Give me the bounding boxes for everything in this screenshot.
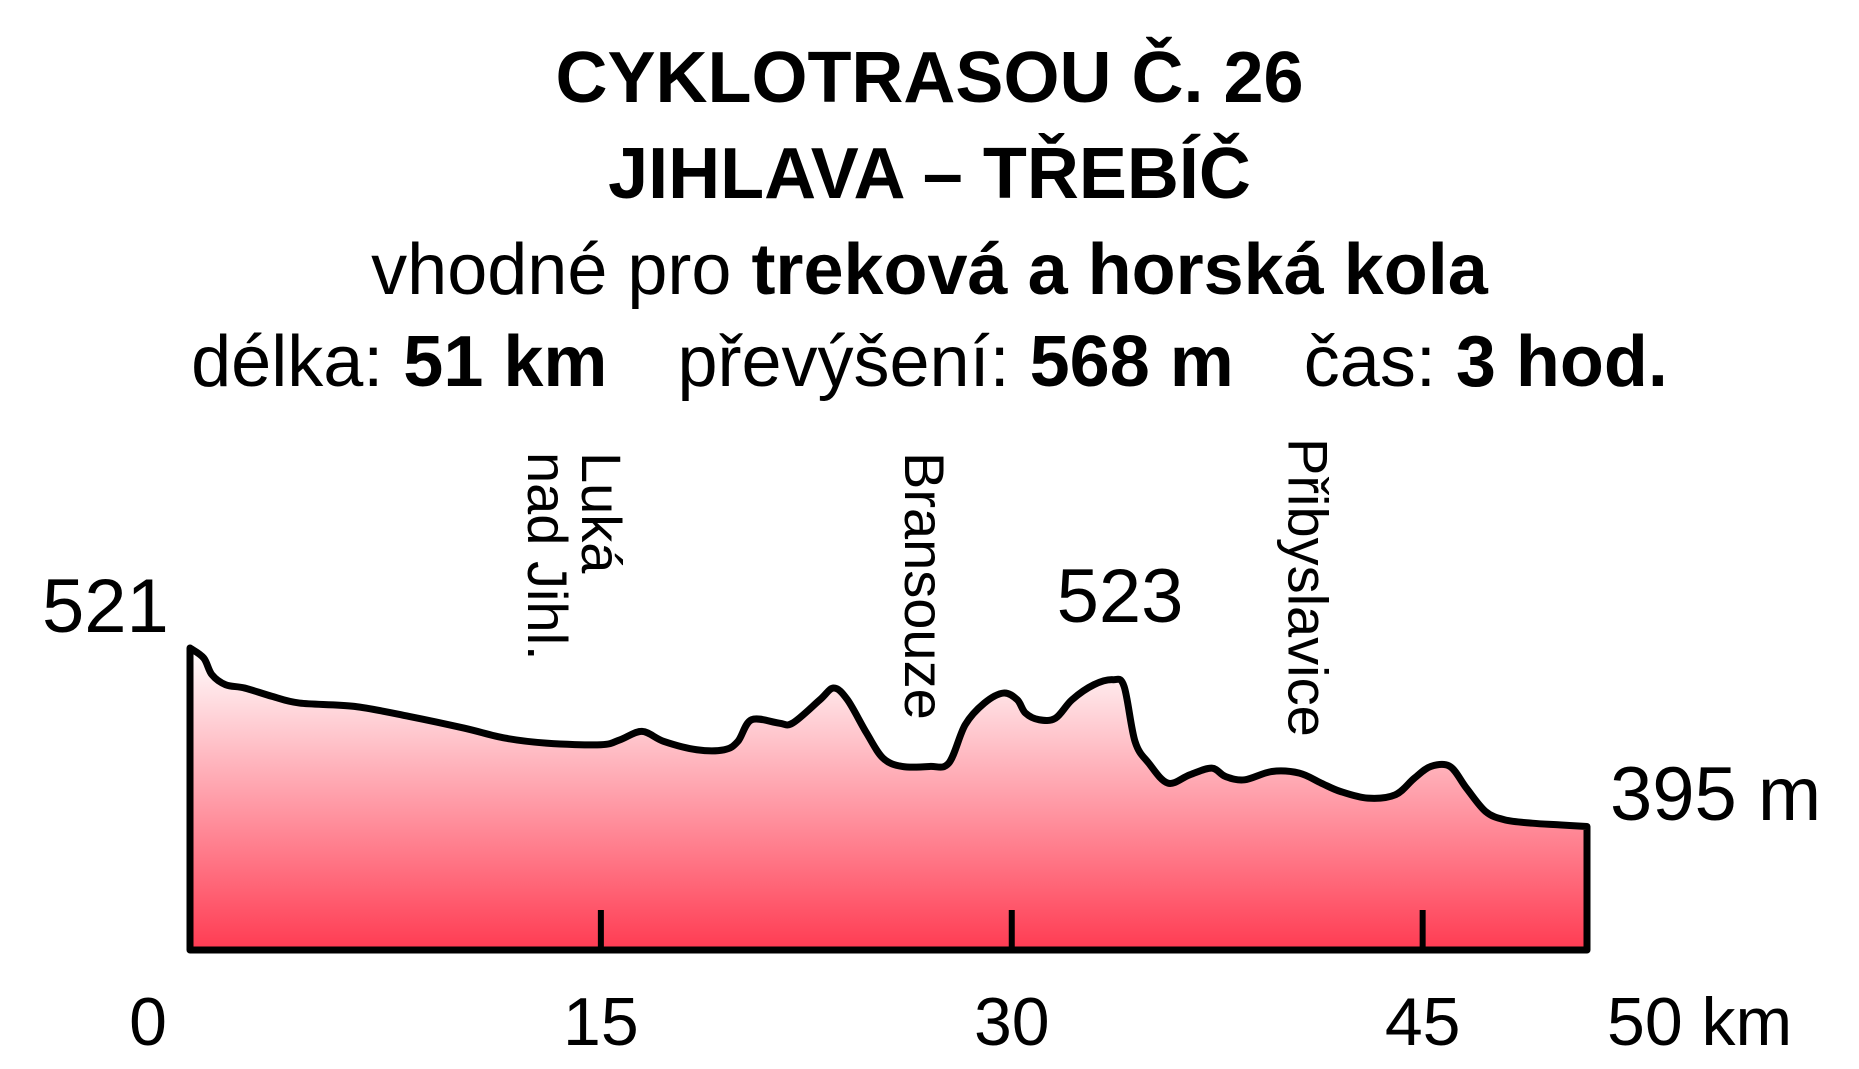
time-label: čas:	[1303, 322, 1436, 402]
x-tick-label-15: 15	[563, 984, 639, 1060]
chart-title-line2: JIHLAVA – TŘEBÍČ	[608, 134, 1251, 214]
elevation-gain-label: převýšení:	[677, 322, 1010, 402]
time-value: 3 hod.	[1455, 322, 1668, 402]
elevation-label-523: 523	[1057, 554, 1184, 639]
length-label: délka:	[191, 322, 384, 402]
place-label-3-line-1: Přibyslavice	[1277, 438, 1340, 737]
x-tick-label-45: 45	[1385, 984, 1461, 1060]
elevation-label-521: 521	[42, 564, 169, 649]
elevation-label-395: 395 m	[1610, 752, 1821, 837]
x-tick-label-51: 50 km	[1607, 984, 1792, 1060]
elevation-area	[186, 644, 1591, 954]
chart-title-line1: CYKLOTRASOU Č. 26	[555, 38, 1304, 118]
place-label-1-line-1: Luká	[570, 452, 633, 574]
elevation-gain-value: 568 m	[1029, 322, 1234, 402]
place-label-1-line-2: nad Jihl.	[516, 452, 579, 661]
suitability-value: treková a horská kola	[751, 230, 1488, 310]
x-tick-label-0: 0	[129, 984, 167, 1060]
suitability-prefix: vhodné pro	[371, 230, 732, 310]
place-label-2-line-1: Bransouze	[893, 452, 956, 720]
suitability-line: vhodné pro treková a horská kola	[0, 228, 1859, 312]
place-label-3: Přibyslavice	[1277, 438, 1340, 737]
place-label-2: Bransouze	[893, 452, 956, 720]
x-tick-label-30: 30	[974, 984, 1050, 1060]
stats-line: délka: 51 km převýšení: 568 m čas: 3 hod.	[0, 320, 1859, 404]
length-value: 51 km	[403, 322, 608, 402]
